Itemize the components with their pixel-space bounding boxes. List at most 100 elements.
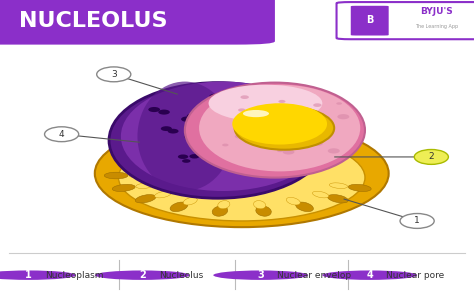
Circle shape <box>207 123 221 130</box>
Circle shape <box>283 119 292 123</box>
Ellipse shape <box>109 83 327 198</box>
Text: 1: 1 <box>25 270 32 280</box>
Circle shape <box>187 113 202 119</box>
Text: BYJU'S: BYJU'S <box>419 7 453 16</box>
Ellipse shape <box>118 134 365 221</box>
Circle shape <box>232 103 327 145</box>
Circle shape <box>278 100 285 103</box>
Ellipse shape <box>218 201 230 209</box>
Circle shape <box>238 108 246 112</box>
FancyBboxPatch shape <box>0 0 275 45</box>
Circle shape <box>283 149 294 155</box>
Text: 3: 3 <box>111 70 117 79</box>
Circle shape <box>305 132 313 136</box>
Circle shape <box>284 127 290 130</box>
Circle shape <box>328 148 340 153</box>
Circle shape <box>228 157 242 162</box>
Text: 4: 4 <box>59 130 64 139</box>
Circle shape <box>97 67 131 82</box>
Circle shape <box>336 102 342 105</box>
Circle shape <box>207 130 223 137</box>
Circle shape <box>227 150 239 155</box>
Ellipse shape <box>286 197 300 205</box>
Circle shape <box>158 109 170 115</box>
Circle shape <box>235 106 334 150</box>
Circle shape <box>322 271 417 280</box>
Ellipse shape <box>95 120 389 227</box>
Circle shape <box>318 134 328 138</box>
Circle shape <box>279 124 291 129</box>
Ellipse shape <box>254 201 266 209</box>
Text: 2: 2 <box>428 153 434 161</box>
Circle shape <box>148 107 160 112</box>
Ellipse shape <box>199 85 360 171</box>
Circle shape <box>209 94 222 99</box>
Ellipse shape <box>155 191 171 198</box>
Circle shape <box>227 144 239 150</box>
Circle shape <box>310 115 316 117</box>
Circle shape <box>203 134 215 139</box>
Circle shape <box>168 129 179 134</box>
Text: NUCLEOLUS: NUCLEOLUS <box>19 11 167 31</box>
Text: B: B <box>366 15 374 25</box>
Circle shape <box>257 139 263 141</box>
Circle shape <box>213 271 308 280</box>
Circle shape <box>313 103 321 107</box>
Circle shape <box>231 143 244 149</box>
Circle shape <box>240 95 249 99</box>
Ellipse shape <box>329 183 347 189</box>
Circle shape <box>182 159 191 163</box>
Circle shape <box>222 144 228 146</box>
Text: Nuclear pore: Nuclear pore <box>386 271 445 280</box>
Ellipse shape <box>209 85 322 122</box>
Ellipse shape <box>328 195 348 203</box>
Circle shape <box>45 127 79 142</box>
Text: Nuclear envelop: Nuclear envelop <box>277 271 351 280</box>
Ellipse shape <box>137 81 232 191</box>
Text: 3: 3 <box>257 270 264 280</box>
Ellipse shape <box>104 172 128 179</box>
Ellipse shape <box>136 183 154 189</box>
Ellipse shape <box>185 83 365 178</box>
Ellipse shape <box>170 202 188 212</box>
Circle shape <box>337 114 349 119</box>
Ellipse shape <box>312 191 329 198</box>
Circle shape <box>293 116 302 120</box>
Circle shape <box>213 137 226 143</box>
Circle shape <box>181 117 194 122</box>
Text: Nucleolus: Nucleolus <box>159 271 203 280</box>
Circle shape <box>161 126 172 131</box>
Ellipse shape <box>183 197 197 205</box>
Text: 4: 4 <box>366 270 373 280</box>
Ellipse shape <box>129 173 148 178</box>
Text: 2: 2 <box>139 270 146 280</box>
Text: 1: 1 <box>414 217 420 225</box>
Ellipse shape <box>348 184 371 191</box>
Circle shape <box>277 149 283 152</box>
Ellipse shape <box>121 81 325 191</box>
Text: Nucleoplasm: Nucleoplasm <box>45 271 103 280</box>
Circle shape <box>184 134 200 140</box>
Circle shape <box>178 155 188 159</box>
Circle shape <box>312 141 323 146</box>
Circle shape <box>414 150 448 164</box>
Ellipse shape <box>112 184 135 191</box>
Text: The Learning App: The Learning App <box>415 24 457 29</box>
Circle shape <box>253 114 261 118</box>
Ellipse shape <box>256 206 271 216</box>
Ellipse shape <box>212 206 228 216</box>
Circle shape <box>256 112 265 116</box>
FancyBboxPatch shape <box>351 6 389 35</box>
Circle shape <box>271 124 279 128</box>
Circle shape <box>212 114 224 119</box>
Circle shape <box>290 105 297 108</box>
Circle shape <box>95 271 190 280</box>
Circle shape <box>235 134 245 139</box>
Circle shape <box>0 271 76 280</box>
Ellipse shape <box>243 110 269 117</box>
Circle shape <box>400 214 434 228</box>
Ellipse shape <box>296 202 313 212</box>
FancyBboxPatch shape <box>337 2 474 39</box>
Ellipse shape <box>135 195 156 203</box>
Circle shape <box>190 154 200 158</box>
